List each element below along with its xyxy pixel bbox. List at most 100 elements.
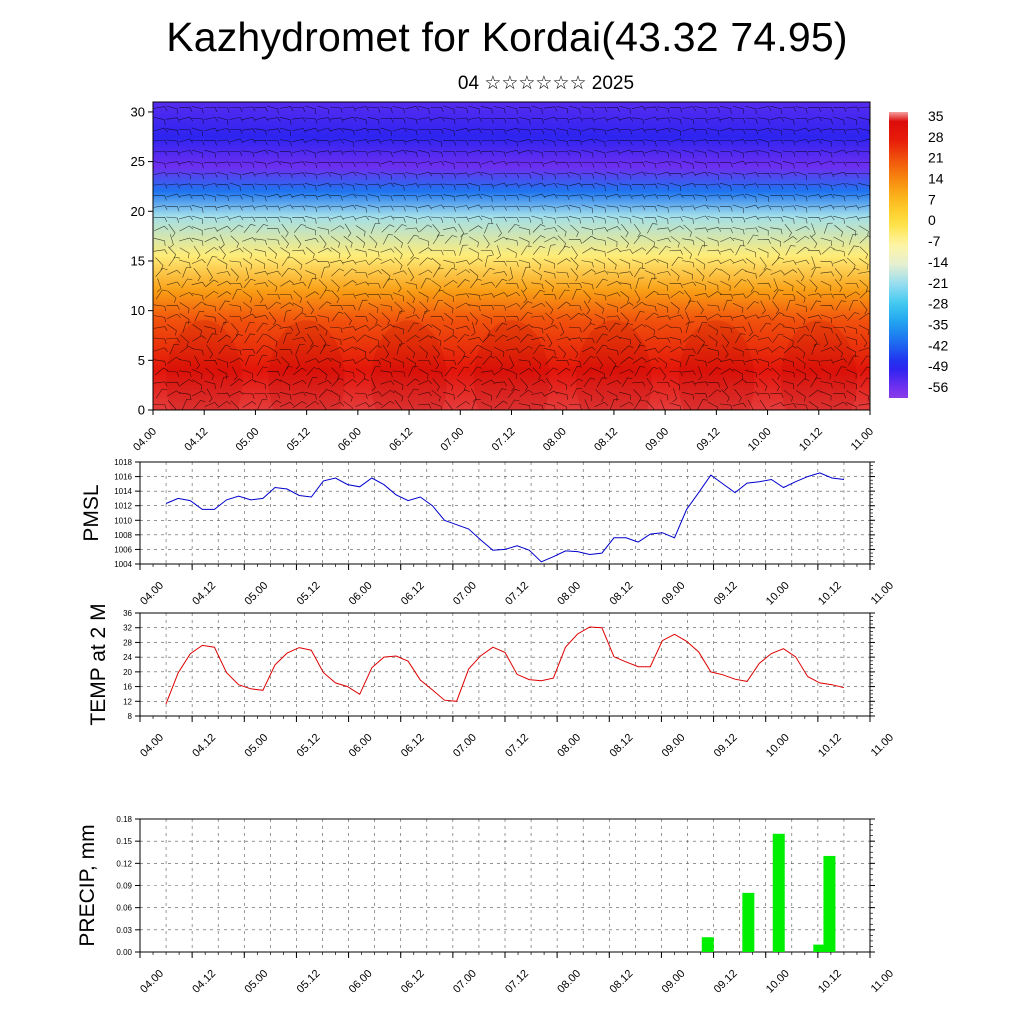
- wind-barb: [254, 140, 268, 146]
- wind-barb: [433, 300, 444, 311]
- wind-barb: [229, 248, 244, 253]
- wind-barb: [620, 290, 630, 303]
- x-tick-label: 10.12: [816, 968, 844, 996]
- wind-barb: [283, 332, 292, 344]
- wind-barb: [493, 346, 505, 357]
- wind-barb: [518, 205, 532, 212]
- wind-barb: [707, 183, 721, 189]
- wind-barb: [606, 127, 621, 133]
- wind-barb: [216, 139, 231, 145]
- wind-barb: [644, 258, 659, 265]
- x-tick-label: 05.12: [285, 426, 313, 454]
- wind-barb: [380, 150, 393, 157]
- wind-barb: [834, 279, 843, 293]
- wind-barb: [707, 347, 719, 356]
- wind-barb: [178, 128, 192, 135]
- wind-barb: [620, 356, 634, 365]
- wind-barb: [495, 356, 503, 370]
- wind-barb: [557, 301, 571, 310]
- wind-barb: [430, 150, 443, 158]
- wind-barb: [179, 160, 193, 166]
- wind-barb: [631, 215, 644, 225]
- wind-barb: [241, 150, 255, 158]
- wind-barb: [757, 184, 771, 190]
- wind-barb: [430, 204, 445, 209]
- wind-barb: [795, 171, 807, 181]
- wind-barb: [747, 399, 754, 410]
- wind-barb: [506, 247, 517, 259]
- wind-barb: [304, 315, 318, 322]
- wind-barb: [455, 205, 470, 210]
- wind-barb: [166, 183, 180, 189]
- wind-barb: [279, 116, 292, 125]
- wind-barb: [455, 117, 470, 123]
- wind-barb: [168, 223, 176, 238]
- wind-barb: [619, 337, 632, 345]
- wind-barb: [342, 138, 355, 148]
- y-tick-label: 0.00: [116, 948, 132, 957]
- wind-barb: [392, 149, 407, 155]
- wind-barb: [419, 224, 433, 233]
- wind-barb: [267, 149, 279, 159]
- x-tick-label: 07.00: [451, 968, 479, 996]
- wind-barb: [720, 236, 735, 242]
- wind-barb: [153, 183, 168, 189]
- wind-barb: [631, 381, 646, 387]
- wind-barb: [656, 117, 671, 123]
- wind-barb: [833, 194, 846, 202]
- wind-barb: [179, 313, 190, 325]
- wind-barb: [342, 204, 357, 210]
- wind-barb: [619, 216, 632, 224]
- wind-barb: [494, 400, 508, 409]
- wind-barb: [455, 293, 470, 299]
- wind-barb: [331, 378, 344, 387]
- wind-barb: [204, 117, 218, 122]
- wind-barb: [782, 150, 796, 157]
- wind-barb: [556, 283, 570, 289]
- wind-barb: [216, 216, 231, 221]
- wind-barb: [531, 403, 544, 410]
- wind-barb: [782, 139, 796, 146]
- wind-barb: [356, 378, 370, 387]
- wind-barb: [721, 389, 730, 403]
- wind-barb: [770, 160, 782, 170]
- wind-barb: [669, 358, 681, 368]
- wind-barb: [656, 140, 670, 146]
- wind-barb: [694, 161, 708, 169]
- wind-barb: [166, 172, 180, 178]
- wind-barb: [367, 391, 382, 396]
- wind-barb: [683, 224, 693, 237]
- wind-barb: [257, 355, 268, 366]
- wind-barb: [229, 357, 244, 364]
- y-tick-label: 8: [128, 712, 133, 721]
- wind-barb: [669, 138, 684, 144]
- wind-barb: [368, 302, 379, 314]
- wind-barb: [256, 289, 264, 304]
- wind-barb: [459, 244, 468, 256]
- wind-barb: [468, 225, 483, 232]
- wind-barb: [229, 390, 244, 397]
- wind-barb: [216, 150, 231, 156]
- wind-barb: [342, 259, 357, 265]
- wind-barb: [670, 346, 684, 353]
- wind-barb: [418, 368, 429, 380]
- wind-barb: [229, 129, 243, 135]
- wind-barb: [367, 129, 381, 135]
- wind-barb: [631, 205, 646, 211]
- wind-barb: [568, 205, 581, 213]
- wind-barb: [518, 117, 531, 125]
- wind-barb: [833, 161, 847, 167]
- wind-barb: [280, 379, 291, 391]
- wind-barb: [153, 161, 166, 169]
- wind-barb: [470, 344, 483, 354]
- wind-barb: [444, 312, 454, 325]
- wind-barb: [254, 205, 269, 211]
- wind-barb: [254, 270, 269, 276]
- y-tick-label: 0.18: [116, 815, 132, 824]
- wind-barb: [745, 215, 759, 221]
- wind-barb: [594, 182, 606, 192]
- wind-barb: [707, 401, 718, 410]
- wind-barb: [380, 380, 395, 385]
- wind-barb: [631, 128, 646, 133]
- wind-barb: [820, 138, 833, 147]
